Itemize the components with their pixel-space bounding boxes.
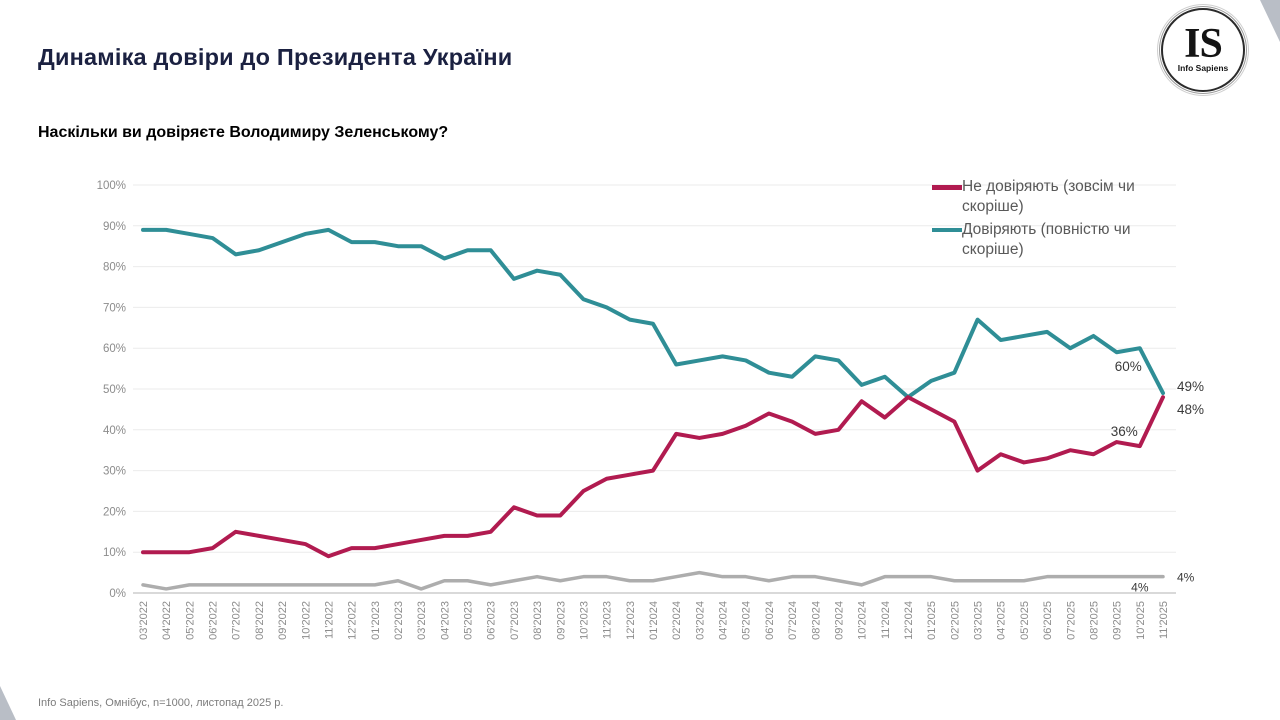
x-tick-label: 08'2024: [810, 601, 822, 640]
chart-legend: Не довіряють (зовсім чи скоріше) Довіряют…: [932, 177, 1188, 263]
x-tick-label: 10'2025: [1135, 601, 1147, 640]
x-tick-label: 10'2024: [857, 601, 869, 640]
legend-item-trust: Довіряють (повністю чи скоріше): [932, 220, 1188, 261]
chart-svg: 0% 10% 20% 30% 40% 50% 60% 70% 80% 90% 100% 03'2022…: [97, 180, 1204, 640]
x-tick-label: 03'2023: [416, 601, 428, 640]
data-point-label: 49%: [1177, 379, 1204, 394]
page-title: Динаміка довіри до Президента України: [38, 44, 513, 70]
x-tick-label: 12'2023: [625, 601, 637, 640]
x-tick-label: 06'2022: [208, 601, 220, 640]
x-tick-label: 11'2022: [323, 601, 335, 639]
corner-decoration-bottom-left: [0, 686, 16, 720]
source-footnote: Info Sapiens, Омнібус, n=1000, листопад …: [38, 697, 284, 709]
x-tick-label: 04'2022: [161, 601, 173, 640]
y-tick-label: 50%: [103, 384, 126, 396]
x-tick-label: 08'2023: [532, 601, 544, 640]
legend-label: Довіряють (повністю чи скоріше): [962, 220, 1131, 259]
y-tick-label: 90%: [103, 221, 126, 233]
line-chart: 0% 10% 20% 30% 40% 50% 60% 70% 80% 90% 100% 03'2022…: [0, 160, 1280, 680]
y-tick-label: 100%: [97, 180, 126, 192]
y-tick-label: 20%: [103, 506, 126, 518]
series-line-gray-unlabeled: [141, 570, 1165, 591]
x-tick-label: 05'2023: [463, 601, 475, 640]
x-tick-label: 12'2024: [903, 601, 915, 640]
x-tick-label: 04'2023: [439, 601, 451, 640]
legend-line-swatch: [932, 227, 962, 233]
x-tick-label: 07'2025: [1065, 601, 1077, 640]
x-tick-label: 01'2023: [370, 601, 382, 640]
series-line-distrust: [141, 395, 1165, 559]
logo-name: Info Sapiens: [1177, 63, 1229, 74]
x-tick-label: 01'2024: [648, 601, 660, 640]
x-tick-label: 10'2023: [578, 601, 590, 640]
x-tick-label: 06'2025: [1042, 601, 1054, 640]
x-tick-label: 07'2023: [509, 601, 521, 640]
y-tick-label: 40%: [103, 425, 126, 437]
x-tick-label: 09'2024: [833, 601, 845, 640]
data-point-label: 48%: [1177, 402, 1204, 417]
logo-monogram: IS: [1184, 20, 1223, 67]
corner-decoration-top-right: [1260, 0, 1280, 42]
y-tick-label: 0%: [109, 588, 126, 600]
x-tick-label: 08'2025: [1088, 601, 1100, 640]
y-tick-label: 30%: [103, 466, 126, 478]
chart-question-subtitle: Наскільки ви довіряєте Володимиру Зеленс…: [38, 124, 449, 141]
x-tick-label: 11'2023: [602, 601, 614, 639]
y-tick-label: 70%: [103, 302, 126, 314]
x-tick-label: 10'2022: [300, 601, 312, 640]
info-sapiens-logo: IS Info Sapiens: [1161, 8, 1247, 94]
x-tick-label: 07'2024: [787, 601, 799, 640]
x-tick-label: 09'2025: [1112, 601, 1124, 640]
x-tick-label: 03'2022: [138, 601, 150, 640]
x-tick-label: 05'2024: [741, 601, 753, 640]
x-tick-label: 09'2022: [277, 601, 289, 640]
y-tick-label: 60%: [103, 343, 126, 355]
x-tick-label: 05'2022: [184, 601, 196, 640]
data-point-label: 60%: [1115, 359, 1142, 374]
x-tick-label: 02'2023: [393, 601, 405, 640]
x-tick-label: 02'2024: [671, 601, 683, 640]
logo-circle: IS Info Sapiens: [1161, 8, 1245, 92]
series-line-trust: [141, 227, 1165, 400]
legend-label: Не довіряють (зовсім чи скоріше): [962, 178, 1135, 216]
x-tick-label: 01'2025: [926, 601, 938, 640]
legend-item-distrust: Не довіряють (зовсім чи скоріше): [932, 177, 1188, 218]
x-tick-label: 03'2025: [973, 601, 985, 640]
y-tick-label: 10%: [103, 547, 126, 559]
x-tick-label: 02'2025: [949, 601, 961, 640]
x-tick-label: 06'2023: [486, 601, 498, 640]
x-tick-label: 03'2024: [694, 601, 706, 640]
x-tick-label: 04'2024: [718, 601, 730, 640]
x-tick-label: 06'2024: [764, 601, 776, 640]
x-tick-label: 08'2022: [254, 601, 266, 640]
x-tick-label: 05'2025: [1019, 601, 1031, 640]
x-tick-label: 12'2022: [347, 601, 359, 640]
x-tick-label: 11'2025: [1158, 601, 1170, 639]
x-tick-label: 11'2024: [880, 601, 892, 639]
data-point-label: 4%: [1131, 581, 1149, 595]
data-point-label: 36%: [1111, 424, 1138, 439]
x-tick-label: 09'2023: [555, 601, 567, 640]
legend-line-swatch: [932, 185, 962, 190]
x-tick-label: 07'2022: [231, 601, 243, 640]
y-tick-label: 80%: [103, 262, 126, 274]
data-point-label: 4%: [1177, 571, 1195, 585]
x-tick-label: 04'2025: [996, 601, 1008, 640]
